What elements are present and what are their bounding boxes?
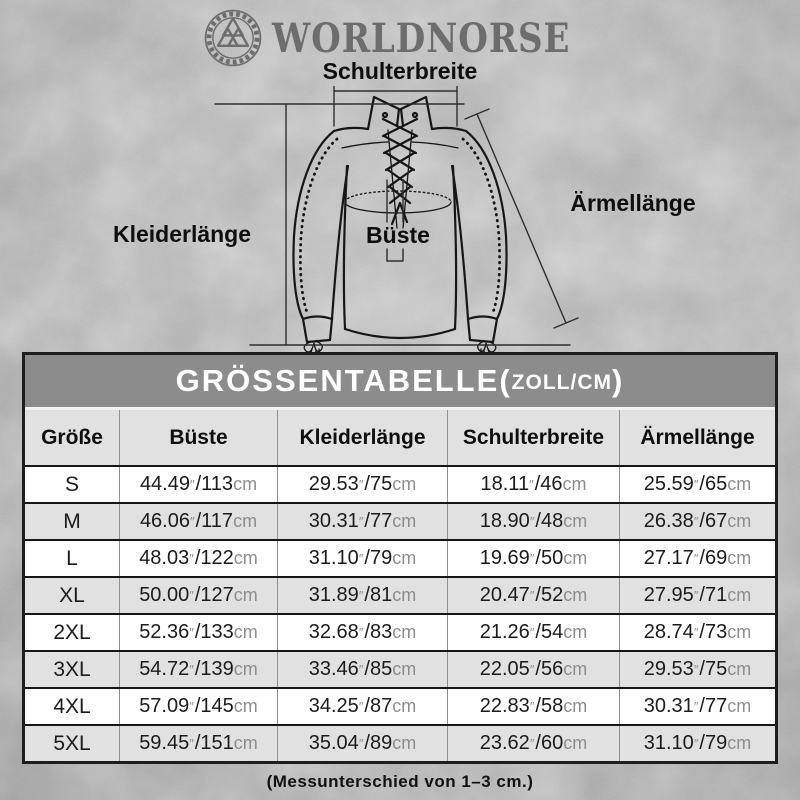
length-value-cell: 32.68 ″/83 cm bbox=[278, 615, 448, 650]
size-cell: 2XL bbox=[25, 615, 120, 650]
sleeve-value-cell: 30.31 ″/77 cm bbox=[643, 695, 752, 717]
garment-diagram: Kleiderlänge Büste Ärmellänge bbox=[113, 86, 696, 352]
measurement-footnote: (Messunterschied von 1–3 cm.) bbox=[266, 772, 534, 791]
shoulder-value-cell: 22.83 ″/58 cm bbox=[448, 689, 620, 724]
sleeve-value-cell: 27.17 ″/69 cm bbox=[643, 547, 752, 569]
table-row: 5XL 59.45 ″/151 cm 35.04 ″/89 cm 23.62 ″/60 cm 31.… bbox=[25, 726, 775, 761]
header-aermellaenge: Ärmellänge bbox=[640, 425, 755, 449]
length-value-cell: 33.46 ″/85 cm bbox=[278, 652, 448, 687]
shirt-drawing-half bbox=[292, 95, 401, 352]
sleeve-value-cell: 28.74 ″/73 cm bbox=[643, 621, 752, 643]
shoulder-value-cell: 21.26 ″/54 cm bbox=[448, 615, 620, 650]
table-row: M 46.06 ″/117 cm 30.31 ″/77 cm 18.90 ″/48 cm 26.38… bbox=[25, 504, 775, 541]
table-row: XL 50.00 ″/127 cm 31.89 ″/81 cm 20.47 ″/52 cm 27.9… bbox=[25, 578, 775, 615]
size-cell: XL bbox=[25, 578, 120, 613]
table-row: 2XL 52.36 ″/133 cm 32.68 ″/83 cm 21.26 ″/54 cm 28.… bbox=[25, 615, 775, 652]
diagram-label-schulterbreite: Schulterbreite bbox=[322, 58, 478, 84]
shoulder-dimension-line bbox=[333, 86, 458, 127]
valknut-logo-icon bbox=[204, 9, 262, 67]
shoulder-value-cell: 18.90 ″/48 cm bbox=[448, 504, 620, 539]
bust-value-cell: 57.09 ″/145 cm bbox=[120, 689, 278, 724]
sleeve-value-cell: 31.10 ″/79 cm bbox=[643, 732, 752, 754]
header-bueste: Büste bbox=[120, 410, 278, 465]
sleeve-value-cell: 27.95 ″/71 cm bbox=[643, 584, 752, 606]
bust-value-cell: 46.06 ″/117 cm bbox=[120, 504, 278, 539]
shoulder-value-cell: 18.11 ″/46 cm bbox=[448, 467, 620, 502]
table-body: S 44.49 ″/113 cm 29.53 ″/75 cm 18.11 ″/46 cm 25.59… bbox=[25, 467, 775, 761]
header-kleiderlaenge: Kleiderlänge bbox=[278, 410, 448, 465]
table-row: 4XL 57.09 ″/145 cm 34.25 ″/87 cm 22.83 ″/58 cm 30.… bbox=[25, 689, 775, 726]
size-table: GRÖSSENTABELLE(ZOLL/CM) Größe Büste Klei… bbox=[22, 352, 778, 764]
table-title: GRÖSSENTABELLE bbox=[175, 363, 500, 398]
bust-value-cell: 52.36 ″/133 cm bbox=[120, 615, 278, 650]
length-value-cell: 34.25 ″/87 cm bbox=[278, 689, 448, 724]
bust-value-cell: 44.49 ″/113 cm bbox=[120, 467, 278, 502]
length-value-cell: 30.31 ″/77 cm bbox=[278, 504, 448, 539]
diagram-label-aermellaenge: Ärmellänge bbox=[570, 190, 695, 216]
bust-value-cell: 50.00 ″/127 cm bbox=[120, 578, 278, 613]
size-cell: 5XL bbox=[25, 726, 120, 761]
sleeve-value-cell: 29.53 ″/75 cm bbox=[643, 658, 752, 680]
brand-name: WORLDNORSE bbox=[271, 14, 571, 62]
bust-dimension-line bbox=[386, 179, 404, 262]
length-value-cell: 31.89 ″/81 cm bbox=[278, 578, 448, 613]
header-groesse: Größe bbox=[25, 410, 120, 465]
bust-value-cell: 59.45 ″/151 cm bbox=[120, 726, 278, 761]
table-title-units: ZOLL/CM bbox=[511, 371, 612, 394]
table-title-bar: GRÖSSENTABELLE(ZOLL/CM) bbox=[25, 355, 775, 410]
length-value-cell: 35.04 ″/89 cm bbox=[278, 726, 448, 761]
size-cell: M bbox=[25, 504, 120, 539]
size-cell: 4XL bbox=[25, 689, 120, 724]
length-value-cell: 31.10 ″/79 cm bbox=[278, 541, 448, 576]
diagram-label-bueste: Büste bbox=[366, 222, 430, 248]
table-row: S 44.49 ″/113 cm 29.53 ″/75 cm 18.11 ″/46 cm 25.59… bbox=[25, 467, 775, 504]
table-row: L 48.03 ″/122 cm 31.10 ″/79 cm 19.69 ″/50 cm 27.17… bbox=[25, 541, 775, 578]
sleeve-dimension-line bbox=[464, 108, 579, 329]
bust-value-cell: 54.72 ″/139 cm bbox=[120, 652, 278, 687]
size-cell: L bbox=[25, 541, 120, 576]
title-paren-close: ) bbox=[611, 363, 625, 398]
dimension-lines bbox=[214, 86, 579, 346]
brand-header: WORLDNORSE bbox=[0, 8, 800, 68]
header-schulterbreite: Schulterbreite bbox=[448, 410, 620, 465]
sleeve-value-cell: 25.59 ″/65 cm bbox=[643, 473, 752, 495]
table-row: 3XL 54.72 ″/139 cm 33.46 ″/85 cm 22.05 ″/56 cm 29.… bbox=[25, 652, 775, 689]
shoulder-value-cell: 23.62 ″/60 cm bbox=[448, 726, 620, 761]
shoulder-value-cell: 20.47 ″/52 cm bbox=[448, 578, 620, 613]
shoulder-value-cell: 19.69 ″/50 cm bbox=[448, 541, 620, 576]
shoulder-value-cell: 22.05 ″/56 cm bbox=[448, 652, 620, 687]
diagram-label-kleiderlaenge: Kleiderlänge bbox=[113, 221, 251, 247]
sleeve-value-cell: 26.38 ″/67 cm bbox=[643, 510, 752, 532]
table-header: Größe Büste Kleiderlänge Schulterbreite … bbox=[25, 410, 775, 467]
size-cell: S bbox=[25, 467, 120, 502]
bust-value-cell: 48.03 ″/122 cm bbox=[120, 541, 278, 576]
title-paren-open: ( bbox=[499, 363, 512, 398]
length-dimension-line bbox=[214, 103, 571, 346]
length-value-cell: 29.53 ″/75 cm bbox=[278, 467, 448, 502]
size-cell: 3XL bbox=[25, 652, 120, 687]
